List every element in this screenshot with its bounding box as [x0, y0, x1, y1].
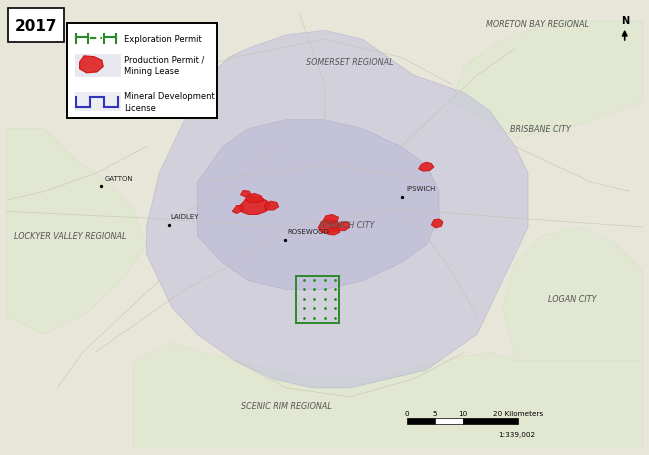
Polygon shape	[245, 194, 264, 203]
Polygon shape	[419, 163, 434, 172]
Text: 5: 5	[433, 410, 437, 416]
Text: Exploration Permit: Exploration Permit	[124, 35, 202, 44]
Text: LOGAN CITY: LOGAN CITY	[548, 294, 597, 303]
Polygon shape	[232, 206, 243, 214]
Text: Mineral Development
License: Mineral Development License	[124, 92, 215, 112]
Polygon shape	[241, 191, 251, 197]
Text: BRISBANE CITY: BRISBANE CITY	[510, 125, 571, 134]
FancyBboxPatch shape	[67, 24, 217, 118]
Bar	[75, 55, 121, 78]
Text: 10: 10	[458, 410, 467, 416]
Text: ROSEWOOD: ROSEWOOD	[287, 229, 329, 235]
Bar	[463, 418, 519, 424]
Text: Production Permit /
Mining Lease: Production Permit / Mining Lease	[124, 56, 204, 76]
Bar	[75, 93, 121, 112]
Polygon shape	[323, 215, 339, 224]
Text: SOMERSET REGIONAL: SOMERSET REGIONAL	[306, 58, 394, 67]
Polygon shape	[264, 202, 278, 211]
Text: SCENIC RIM REGIONAL: SCENIC RIM REGIONAL	[241, 401, 332, 410]
Text: IPSWICH CITY: IPSWICH CITY	[319, 221, 374, 230]
Polygon shape	[328, 228, 340, 236]
Text: 20 Kilometers: 20 Kilometers	[493, 410, 544, 416]
Text: LAIDLEY: LAIDLEY	[171, 213, 199, 219]
Bar	[407, 418, 435, 424]
Polygon shape	[337, 222, 350, 231]
Polygon shape	[502, 228, 643, 361]
Bar	[296, 277, 339, 324]
Text: GATTON: GATTON	[104, 175, 133, 181]
Text: LOCKYER VALLEY REGIONAL: LOCKYER VALLEY REGIONAL	[14, 232, 127, 241]
Text: MORETON BAY REGIONAL: MORETON BAY REGIONAL	[486, 20, 589, 29]
Polygon shape	[197, 121, 439, 290]
Text: 2017: 2017	[15, 19, 58, 33]
Text: N: N	[620, 16, 629, 26]
Text: IPSWICH: IPSWICH	[406, 185, 435, 192]
Bar	[435, 418, 463, 424]
Polygon shape	[432, 219, 443, 228]
Polygon shape	[147, 31, 528, 388]
Polygon shape	[318, 219, 341, 234]
Polygon shape	[452, 22, 643, 138]
Text: 1:339,002: 1:339,002	[498, 431, 535, 437]
Polygon shape	[134, 344, 643, 450]
Text: 0: 0	[405, 410, 410, 416]
Polygon shape	[80, 57, 103, 74]
Polygon shape	[6, 129, 147, 334]
Polygon shape	[239, 197, 271, 215]
FancyBboxPatch shape	[8, 10, 64, 42]
